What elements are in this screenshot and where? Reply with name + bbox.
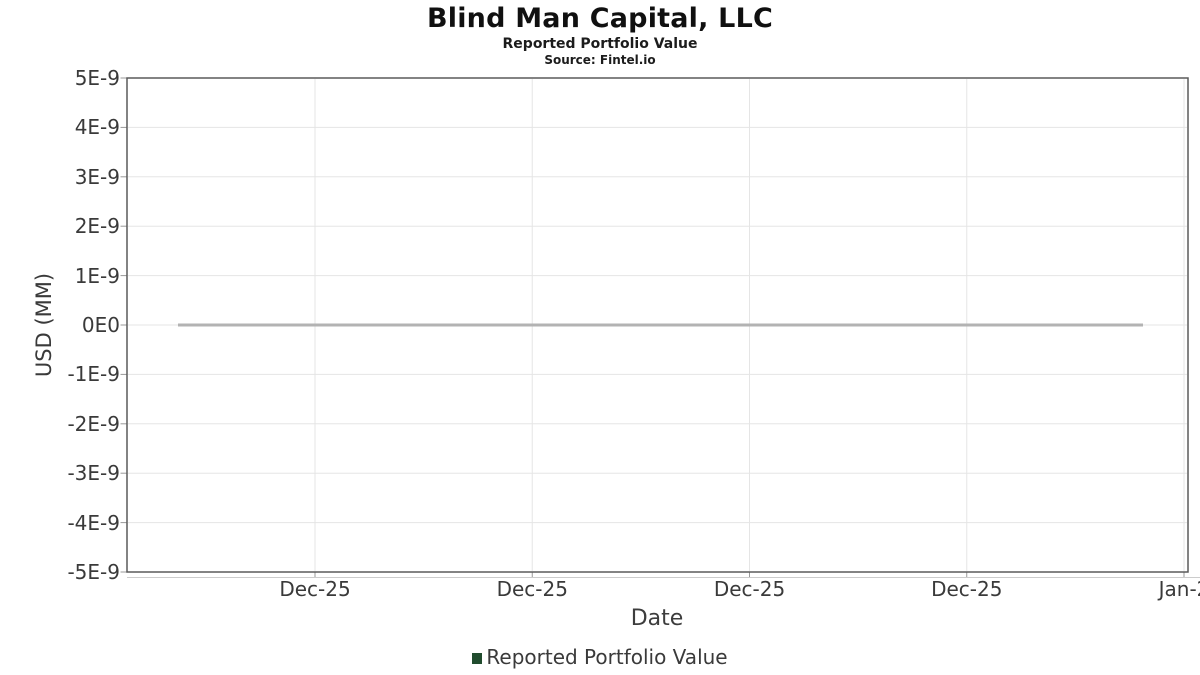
y-tick-label: 1E-9 xyxy=(74,263,120,288)
x-tick-label: Dec-25 xyxy=(931,577,1003,601)
y-tick-label: -3E-9 xyxy=(67,461,120,486)
x-tick-label: Jan-2 xyxy=(1158,577,1200,601)
y-tick-label: 3E-9 xyxy=(74,164,120,189)
y-tick-label: -5E-9 xyxy=(67,560,120,584)
x-tick-label: Dec-25 xyxy=(496,577,568,601)
x-tick-label: Dec-25 xyxy=(279,577,351,601)
x-tick-label: Dec-25 xyxy=(713,577,786,601)
y-tick-label: 0E0 xyxy=(81,313,120,337)
y-tick-label: -4E-9 xyxy=(67,510,120,535)
y-tick-label: 5E-9 xyxy=(74,66,120,90)
y-tick-label: 2E-9 xyxy=(74,214,120,239)
chart-subtitle: Reported Portfolio Value xyxy=(502,36,698,52)
page-title: Blind Man Capital, LLC xyxy=(426,3,774,34)
y-tick-label: 4E-9 xyxy=(74,115,120,140)
y-tick-label: -1E-9 xyxy=(67,362,120,387)
y-tick-label: -2E-9 xyxy=(67,411,120,436)
legend-item-reported-portfolio-value[interactable]: Reported Portfolio Value xyxy=(472,645,728,669)
legend-label: Reported Portfolio Value xyxy=(486,645,728,669)
source-note: Source: Fintel.io xyxy=(544,53,656,67)
legend: Reported Portfolio Value xyxy=(0,645,1200,669)
legend-square-icon xyxy=(472,652,483,664)
x-axis-title: Date xyxy=(630,606,684,631)
chart-header: Blind Man Capital, LLC Reported Portfoli… xyxy=(0,2,1200,68)
